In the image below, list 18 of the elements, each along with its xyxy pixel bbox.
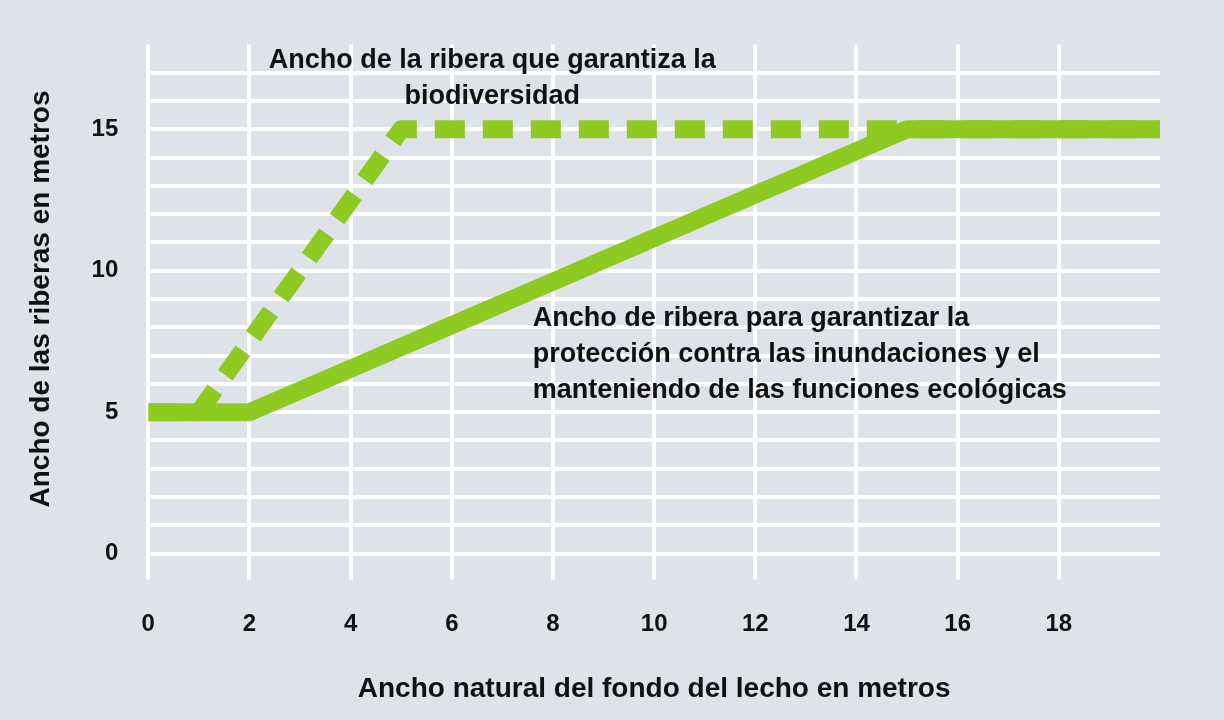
x-tick-label: 6 xyxy=(445,608,459,636)
x-tick-label: 10 xyxy=(640,608,668,636)
x-tick-label: 14 xyxy=(843,608,871,636)
x-tick-label: 16 xyxy=(944,608,972,636)
x-tick-label: 4 xyxy=(343,608,358,636)
y-tick-label: 0 xyxy=(104,538,119,566)
series-label: Ancho de ribera para garantizar la protección contra las inundaciones y el manteniendo de las funciones ecológicas xyxy=(532,301,1067,404)
x-tick-label: 0 xyxy=(141,608,155,636)
x-tick-label: 12 xyxy=(741,608,769,636)
series-label: Ancho de la ribera que garantiza la biodiversidad xyxy=(268,44,717,111)
x-axis-title: Ancho natural del fondo del lecho en metros xyxy=(357,671,951,703)
y-tick-label: 5 xyxy=(104,396,119,424)
y-tick-label: 10 xyxy=(91,255,119,283)
x-tick-label: 2 xyxy=(242,608,257,636)
x-tick-label: 8 xyxy=(546,608,560,636)
y-tick-label: 15 xyxy=(91,113,119,141)
y-axis-title: Ancho de las riberas en metros xyxy=(23,90,55,508)
x-tick-label: 18 xyxy=(1045,608,1073,636)
